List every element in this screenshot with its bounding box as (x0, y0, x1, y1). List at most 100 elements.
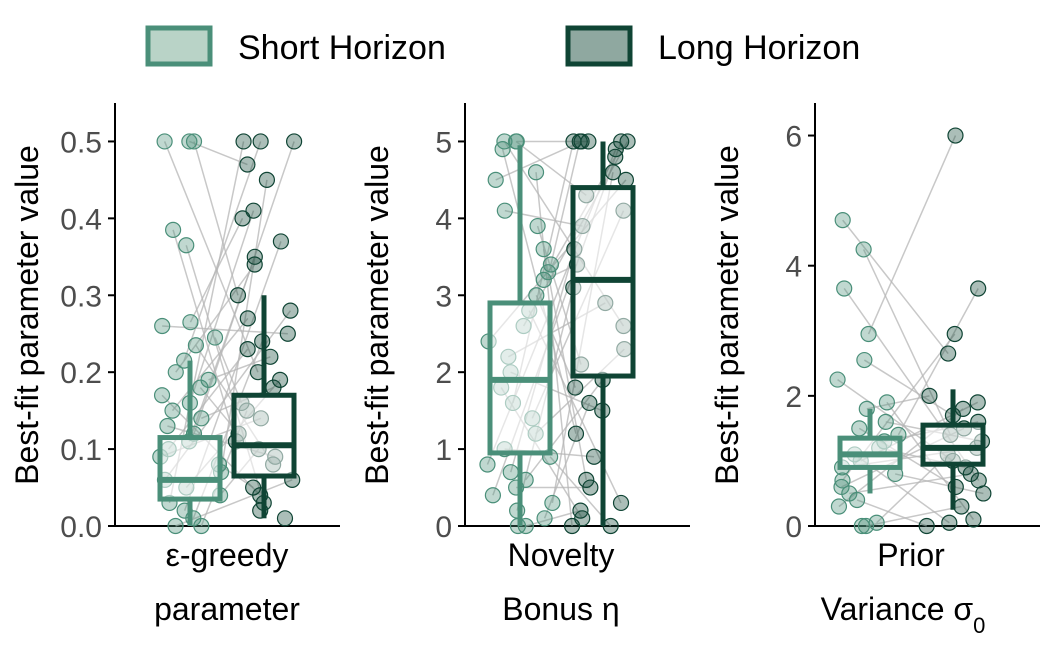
data-point-short (185, 133, 203, 150)
data-point-short (829, 371, 846, 388)
pair-line (525, 509, 581, 527)
pair-line (220, 179, 268, 473)
data-point-short (479, 456, 496, 473)
x-category-label-line1: Novelty (508, 537, 615, 573)
data-point-short (206, 329, 224, 346)
boxplot-long (570, 141, 636, 526)
boxplot-long (920, 389, 986, 510)
data-point-long (947, 127, 964, 144)
data-point-long (246, 256, 263, 273)
pair-line (543, 402, 591, 519)
data-point-short (836, 280, 853, 297)
data-point-long (965, 511, 982, 528)
data-point-short (830, 498, 848, 515)
panel-prior-variance: Best-fit parameter value Prior Variance … (709, 103, 1040, 638)
variance-label-subscript: 0 (973, 613, 985, 638)
data-point-long (970, 280, 987, 297)
pair-line (856, 499, 927, 527)
data-point-short (502, 464, 519, 481)
y-tick-label: 6 (785, 121, 802, 154)
data-point-long (282, 302, 299, 319)
data-point-short (167, 364, 184, 381)
pair-line (495, 140, 582, 181)
data-point-short (192, 379, 209, 396)
data-point-long (239, 341, 256, 358)
legend-swatch-short (145, 25, 213, 67)
pair-line (550, 141, 581, 265)
data-point-long (258, 171, 276, 189)
data-point-short (494, 141, 511, 158)
pair-line (168, 348, 249, 450)
data-point-short (877, 413, 894, 430)
data-point-long (585, 448, 603, 465)
data-point-short (853, 517, 870, 535)
y-tick-label: 0 (785, 511, 802, 544)
y-tick-label: 3 (435, 280, 452, 313)
data-point-short (193, 410, 210, 427)
y-tick-label: 0.5 (60, 126, 102, 159)
boxplot-short (157, 360, 223, 526)
boxplot-short (487, 145, 553, 526)
data-point-short (544, 494, 561, 512)
data-point-short (540, 264, 557, 281)
legend-swatch-long (565, 25, 633, 67)
data-point-long (252, 133, 269, 150)
data-point-long (619, 133, 636, 150)
y-axis-title: Best-fit parameter value (9, 145, 45, 485)
y-tick-label: 0.0 (60, 511, 102, 544)
x-category-label-line2: Variance σ0 (821, 591, 986, 638)
pair-line (863, 359, 954, 417)
pair-line (867, 135, 957, 335)
box-iqr (157, 435, 223, 502)
data-point-long (286, 133, 303, 150)
data-point-long (235, 133, 252, 150)
data-point-long (921, 387, 938, 404)
y-tick-label: 0.2 (60, 357, 102, 390)
pair-line (193, 141, 239, 296)
data-point-long (229, 287, 247, 304)
data-point-short (487, 171, 504, 189)
data-point-short (857, 517, 875, 535)
pair-line (897, 288, 979, 436)
data-point-short (855, 241, 872, 258)
data-point-short (153, 387, 171, 404)
y-tick-label: 4 (435, 203, 452, 236)
data-point-long (582, 479, 599, 496)
data-point-long (567, 379, 584, 396)
data-point-long (612, 494, 630, 512)
data-point-long (578, 471, 595, 488)
data-point-short (536, 510, 553, 527)
data-point-short (851, 420, 868, 437)
data-point-long (245, 202, 262, 219)
data-point-short (182, 314, 199, 331)
data-point-long (604, 164, 622, 181)
data-point-short (535, 241, 552, 258)
data-point-short (496, 202, 513, 219)
pair-line (183, 141, 262, 361)
y-tick-label: 2 (435, 357, 452, 390)
data-point-long (918, 517, 935, 535)
y-axis-title: Best-fit parameter value (359, 145, 395, 485)
x-category-label-line1: Prior (877, 537, 945, 573)
data-point-short (834, 472, 851, 489)
data-point-short (187, 337, 205, 354)
data-point-long (940, 345, 957, 362)
data-point-long (279, 325, 296, 342)
data-point-long (239, 310, 256, 327)
data-point-long (567, 425, 585, 442)
data-point-short (167, 517, 184, 535)
pair-line (842, 219, 949, 355)
panel-epsilon-greedy: Best-fit parameter value ε-greedy parame… (9, 103, 340, 627)
boxplot-long (231, 295, 297, 519)
y-tick-label: 1 (435, 434, 452, 467)
data-point-short (165, 221, 182, 238)
y-tick-label: 5 (435, 126, 452, 159)
data-point-short (156, 133, 173, 150)
data-point-long (953, 498, 970, 515)
pair-line (189, 140, 248, 166)
box-iqr (920, 422, 986, 467)
data-point-long (975, 485, 992, 502)
y-tick-label: 2 (785, 381, 802, 414)
data-point-long (946, 325, 963, 343)
